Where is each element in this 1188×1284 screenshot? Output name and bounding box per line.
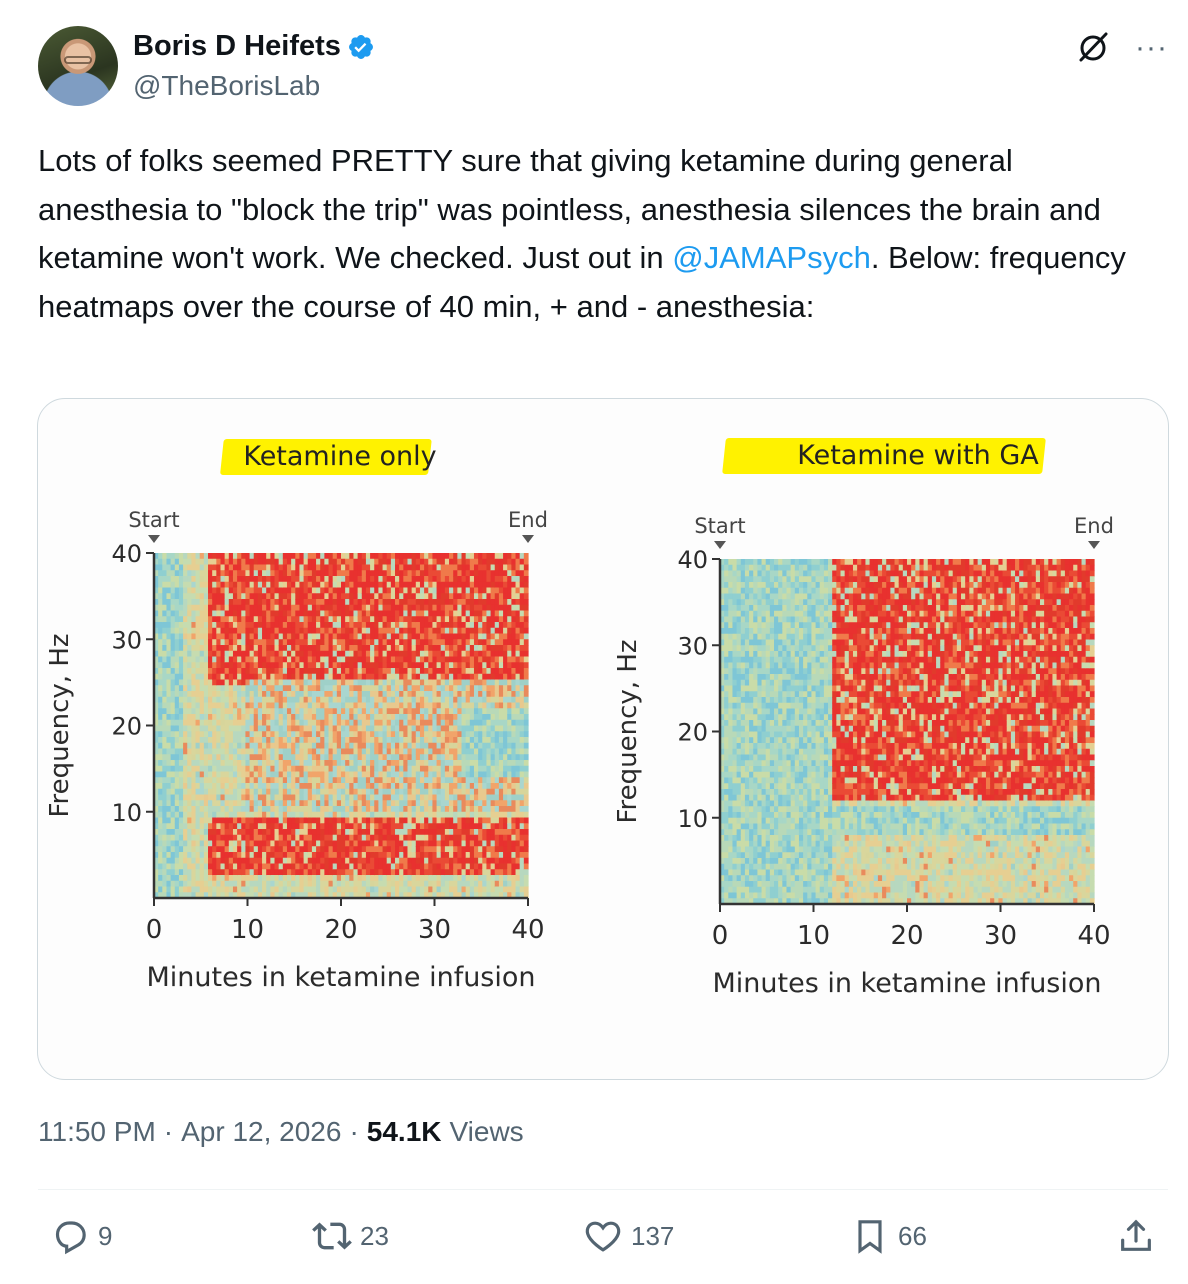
x-tick-label: 20 <box>324 915 357 945</box>
tweet-date[interactable]: Apr 12, 2026 <box>181 1116 342 1147</box>
marker-arrow <box>148 535 160 543</box>
verified-badge-icon <box>348 34 373 59</box>
x-tick-label: 20 <box>890 921 923 951</box>
like-count: 137 <box>631 1220 675 1251</box>
y-tick-label: 20 <box>111 713 142 741</box>
author-handle[interactable]: @TheBorisLab <box>133 70 321 101</box>
chart-title: Ketamine with GA <box>797 440 1039 471</box>
author-name-row: Boris D Heifets <box>133 30 375 63</box>
like-button[interactable]: 137 <box>583 1216 674 1256</box>
heatmap-chart: Ketamine only 10 20 30 40 0 10 20 30 40 Start End Mi… <box>45 439 548 993</box>
heatmap-cells <box>720 559 1095 905</box>
title-highlight <box>220 439 432 475</box>
y-axis-label: Frequency, Hz <box>45 633 75 817</box>
x-tick-label: 30 <box>984 921 1017 951</box>
retweet-icon <box>312 1222 352 1250</box>
x-axis-label: Minutes in ketamine infusion <box>712 968 1101 999</box>
views-count: 54.1K <box>366 1116 442 1147</box>
x-tick-label: 0 <box>146 915 163 945</box>
divider <box>38 1189 1168 1190</box>
share-button[interactable] <box>1116 1216 1156 1256</box>
repost-count: 23 <box>360 1220 389 1251</box>
tweet-text-part1: Lots of folks seemed PRETTY sure that gi… <box>38 143 1101 275</box>
x-tick-label: 30 <box>418 915 451 945</box>
reply-button[interactable]: 9 <box>50 1216 112 1256</box>
bookmark-icon <box>858 1220 882 1254</box>
tweet-text-part2: . Below: frequency heatmaps over the cou… <box>38 240 1126 324</box>
author-name[interactable]: Boris D Heifets <box>133 30 341 62</box>
marker-label: End <box>1074 514 1114 538</box>
marker-arrow <box>1088 541 1100 549</box>
y-tick-label: 10 <box>677 805 708 833</box>
marker-arrow <box>522 535 534 543</box>
bookmark-count: 66 <box>898 1220 927 1251</box>
reply-count: 9 <box>98 1220 113 1251</box>
tweet-meta: 11:50 PM · Apr 12, 2026 · 54.1K Views <box>38 1116 524 1148</box>
bookmark-button[interactable]: 66 <box>850 1216 927 1256</box>
meta-separator: · <box>163 1116 174 1147</box>
marker-arrow <box>714 541 726 549</box>
reply-icon <box>55 1221 86 1255</box>
grok-icon[interactable] <box>1073 28 1113 68</box>
marker-label: Start <box>694 514 745 538</box>
tweet-time[interactable]: 11:50 PM <box>38 1116 156 1147</box>
heatmap-cells <box>154 553 529 899</box>
repost-button[interactable]: 23 <box>312 1216 389 1256</box>
mention-link[interactable]: @JAMAPsych <box>672 240 871 275</box>
chart-title: Ketamine only <box>243 441 436 472</box>
share-icon <box>1121 1219 1151 1251</box>
heatmap-chart: Ketamine with GA 10 20 30 40 0 10 20 30 40 Start En… <box>613 438 1114 999</box>
views-label: Views <box>449 1116 524 1147</box>
y-tick-label: 10 <box>111 799 142 827</box>
x-tick-label: 0 <box>712 921 729 951</box>
media-image[interactable]: Ketamine only 10 20 30 40 0 10 20 30 40 Start End Mi… <box>37 398 1169 1080</box>
action-bar: 9 23 137 66 <box>50 1216 1160 1264</box>
y-tick-label: 20 <box>677 719 708 747</box>
marker-label: End <box>508 508 548 532</box>
x-tick-label: 10 <box>231 915 264 945</box>
like-icon <box>585 1221 621 1252</box>
tweet-text: Lots of folks seemed PRETTY sure that gi… <box>38 137 1158 331</box>
tweet-top-actions: ··· <box>1073 28 1168 68</box>
x-tick-label: 10 <box>797 921 830 951</box>
x-axis-label: Minutes in ketamine infusion <box>146 962 535 993</box>
y-tick-label: 30 <box>111 626 142 654</box>
x-tick-label: 40 <box>511 915 544 945</box>
y-tick-label: 40 <box>677 546 708 574</box>
y-tick-label: 30 <box>677 632 708 660</box>
avatar[interactable] <box>38 26 118 106</box>
meta-separator: · <box>349 1116 359 1147</box>
y-tick-label: 40 <box>111 540 142 568</box>
x-tick-label: 40 <box>1077 921 1110 951</box>
more-icon[interactable]: ··· <box>1135 31 1168 64</box>
marker-label: Start <box>128 508 179 532</box>
title-highlight <box>722 438 1046 474</box>
y-axis-label: Frequency, Hz <box>613 639 643 823</box>
